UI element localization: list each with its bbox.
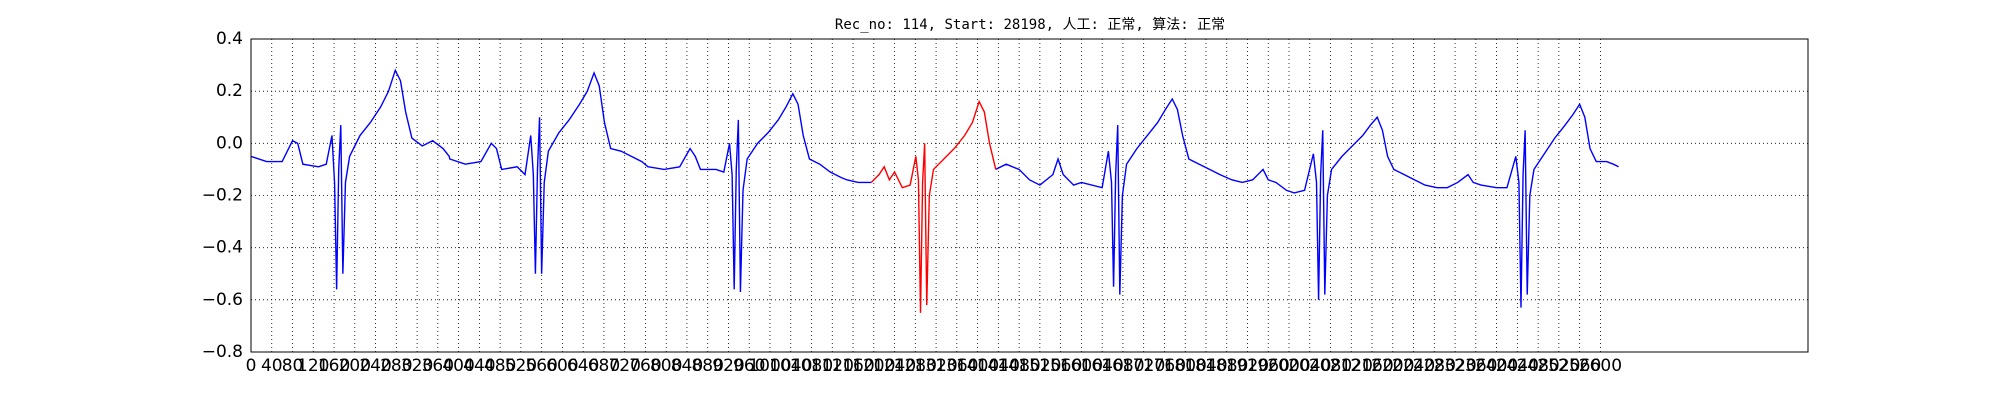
x-tick-label: 40	[261, 356, 283, 376]
x-tick-label: 240	[359, 356, 391, 376]
x-tick-label: 600	[546, 356, 578, 376]
x-tick-label: 200	[339, 356, 371, 376]
x-tick-label: 1160	[831, 356, 874, 376]
x-tick-label: 1680	[1101, 356, 1144, 376]
ecg-line	[870, 99, 997, 313]
x-tick-label: 640	[567, 356, 599, 376]
x-tick-label: 520	[505, 356, 537, 376]
x-tick-label: 920	[712, 356, 744, 376]
x-tick-label: 1320	[914, 356, 957, 376]
x-tick-label: 2200	[1371, 356, 1414, 376]
x-tick-label: 2400	[1475, 356, 1518, 376]
x-tick-label: 1120	[811, 356, 854, 376]
x-tick-label: 2240	[1392, 356, 1435, 376]
y-tick-label: −0.2	[202, 186, 243, 206]
x-tick-label: 800	[650, 356, 682, 376]
x-tick-label: 1880	[1205, 356, 1248, 376]
x-tick-label: 2160	[1350, 356, 1393, 376]
x-tick-label: 1360	[935, 356, 978, 376]
x-tick-label: 1560	[1039, 356, 1082, 376]
x-tick-label: 2120	[1330, 356, 1373, 376]
x-tick-label: 2080	[1309, 356, 1352, 376]
x-tick-label: 680	[588, 356, 620, 376]
x-tick-label: 2360	[1454, 356, 1497, 376]
x-tick-label: 960	[733, 356, 765, 376]
x-tick-label: 2480	[1516, 356, 1559, 376]
x-tick-label: 1040	[769, 356, 812, 376]
x-tick-label: 0	[246, 356, 257, 376]
x-tick-label: 120	[297, 356, 329, 376]
y-tick-label: −0.8	[202, 342, 243, 362]
x-tick-label: 760	[629, 356, 661, 376]
x-tick-label: 400	[442, 356, 474, 376]
y-tick-label: 0.2	[216, 81, 243, 101]
x-tick-label: 1080	[790, 356, 833, 376]
x-tick-label: 2000	[1267, 356, 1310, 376]
ecg-line	[250, 68, 1619, 308]
plot-frame	[250, 38, 1809, 353]
x-tick-label: 1200	[852, 356, 895, 376]
x-tick-label: 320	[401, 356, 433, 376]
x-tick-label: 80	[282, 356, 304, 376]
x-tick-label: 480	[484, 356, 516, 376]
x-tick-label: 1400	[956, 356, 999, 376]
x-tick-label: 560	[525, 356, 557, 376]
x-tick-label: 2520	[1537, 356, 1580, 376]
x-tick-label: 1920	[1226, 356, 1269, 376]
x-tick-label: 1720	[1122, 356, 1165, 376]
x-tick-label: 360	[422, 356, 454, 376]
chart-title: Rec_no: 114, Start: 28198, 人工: 正常, 算法: 正…	[835, 17, 1225, 33]
x-tick-label: 720	[608, 356, 640, 376]
x-tick-label: 1960	[1247, 356, 1290, 376]
x-tick-label: 160	[318, 356, 350, 376]
y-tick-label: −0.4	[202, 238, 243, 258]
y-tick-label: 0.4	[216, 29, 243, 49]
x-tick-label: 2560	[1558, 356, 1601, 376]
x-tick-label: 2600	[1579, 356, 1622, 376]
y-tick-label: 0.0	[216, 133, 243, 153]
x-tick-label: 1480	[997, 356, 1040, 376]
x-tick-label: 440	[463, 356, 495, 376]
x-tick-label: 1280	[894, 356, 937, 376]
x-tick-label: 1800	[1164, 356, 1207, 376]
x-tick-label: 2320	[1433, 356, 1476, 376]
x-tick-label: 1440	[977, 356, 1020, 376]
x-tick-label: 840	[671, 356, 703, 376]
x-tick-label: 2040	[1288, 356, 1331, 376]
x-tick-label: 2280	[1413, 356, 1456, 376]
x-tick-label: 880	[691, 356, 723, 376]
x-tick-label: 1640	[1081, 356, 1124, 376]
x-tick-label: 2440	[1496, 356, 1539, 376]
x-tick-label: 1240	[873, 356, 916, 376]
x-tick-label: 280	[380, 356, 412, 376]
y-tick-label: −0.6	[202, 290, 243, 310]
x-tick-label: 1520	[1018, 356, 1061, 376]
x-tick-label: 1840	[1184, 356, 1227, 376]
x-tick-label: 1000	[748, 356, 791, 376]
x-tick-label: 1760	[1143, 356, 1186, 376]
x-tick-label: 1600	[1060, 356, 1103, 376]
